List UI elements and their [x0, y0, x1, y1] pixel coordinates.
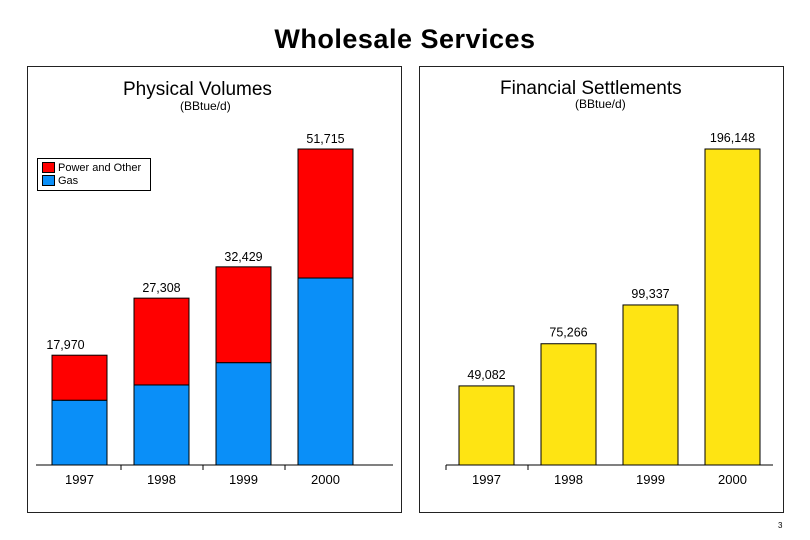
- financial-settlements-chart: 49,082 1997 75,266 1998 99,337 1999 196,148 200…: [445, 131, 773, 487]
- physical-volumes-title: Physical Volumes: [123, 79, 272, 100]
- data-label-1999: 99,337: [631, 287, 669, 301]
- x-tick-label-1999: 1999: [636, 472, 665, 487]
- physical-volumes-panel: 17,970 1997 27,308 1998 32,429 1999 51,715 2000…: [27, 66, 402, 513]
- physical-volumes-unit: (BBtue/d): [180, 99, 231, 113]
- x-tick-label-2000: 2000: [311, 472, 340, 487]
- bar-gas-1999: [215, 362, 272, 466]
- x-tick-label-1998: 1998: [554, 472, 583, 487]
- legend-item-power: Power and Other: [42, 161, 142, 175]
- bar-power-and-other-1999: [215, 266, 272, 364]
- bar-1998: [540, 343, 597, 466]
- financial-settlements-title: Financial Settlements: [500, 78, 682, 99]
- bar-power-and-other-1998: [133, 297, 190, 386]
- x-tick-label-2000: 2000: [718, 472, 747, 487]
- financial-settlements-panel: 49,082 1997 75,266 1998 99,337 1999 196,148 200…: [419, 66, 784, 513]
- page-number: 3: [778, 521, 783, 530]
- legend-swatch-gas: [42, 174, 55, 186]
- bar-1999: [622, 304, 679, 466]
- data-label-2000: 51,715: [306, 132, 344, 146]
- data-label-1999: 32,429: [224, 250, 262, 264]
- bar-gas-2000: [297, 277, 354, 466]
- x-tick-label-1997: 1997: [65, 472, 94, 487]
- x-tick-label-1999: 1999: [229, 472, 258, 487]
- x-tick-label-1997: 1997: [472, 472, 501, 487]
- data-label-1998: 75,266: [549, 326, 587, 340]
- legend-item-gas: Gas: [42, 174, 79, 188]
- bar-gas-1997: [51, 399, 108, 466]
- legend-label-power: Power and Other: [58, 162, 142, 174]
- legend-swatch-power: [42, 161, 55, 173]
- data-label-2000: 196,148: [710, 131, 755, 145]
- x-tick-label-1998: 1998: [147, 472, 176, 487]
- physical-volumes-chart: 17,970 1997 27,308 1998 32,429 1999 51,715 2000: [36, 132, 393, 487]
- bar-power-and-other-1997: [51, 354, 108, 401]
- bar-power-and-other-2000: [297, 148, 354, 279]
- data-label-1998: 27,308: [142, 281, 180, 295]
- slide-title: Wholesale Services: [274, 24, 536, 54]
- bar-2000: [704, 148, 761, 466]
- financial-settlements-unit: (BBtue/d): [575, 97, 626, 111]
- data-label-1997: 17,970: [46, 338, 84, 352]
- legend-label-gas: Gas: [58, 175, 79, 187]
- bar-gas-1998: [133, 384, 190, 466]
- data-label-1997: 49,082: [467, 368, 505, 382]
- legend: Power and Other Gas: [37, 158, 151, 191]
- bar-1997: [458, 385, 515, 466]
